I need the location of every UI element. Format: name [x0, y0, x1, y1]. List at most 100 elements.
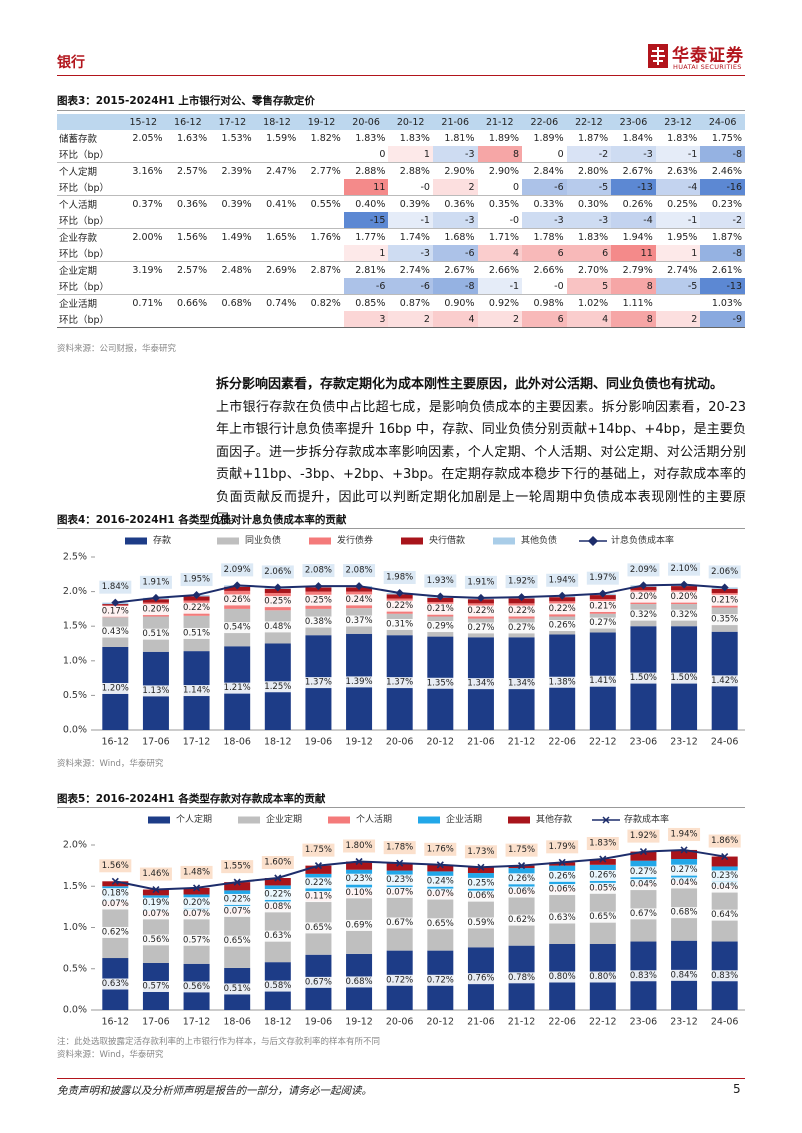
data-label: 2.10% — [671, 564, 698, 574]
x-tick-label: 20-06 — [386, 1017, 414, 1028]
cell — [299, 245, 344, 262]
cell: -1 — [477, 278, 523, 295]
cell: 2.39% — [210, 162, 255, 179]
data-label: 0.32% — [671, 610, 698, 620]
label-box — [303, 976, 334, 988]
cell: 2.88% — [388, 162, 433, 179]
data-label: 1.21% — [224, 683, 251, 693]
section-name: 银行 — [57, 55, 85, 71]
data-label: 1.48% — [183, 867, 210, 877]
label-box — [465, 622, 496, 634]
data-label: 1.97% — [589, 573, 616, 583]
x-tick-label: 22-06 — [548, 1017, 576, 1028]
cell — [121, 311, 166, 328]
cell: 1.59% — [266, 132, 297, 144]
label-box — [99, 580, 132, 594]
data-label: 0.25% — [264, 597, 291, 607]
label-box — [384, 600, 415, 612]
cell: -9 — [700, 311, 745, 328]
cell: 2.81% — [343, 261, 389, 278]
label-box — [222, 622, 253, 634]
y-tick-label: 1.0% — [63, 655, 87, 666]
cell: 2.00% — [121, 228, 166, 245]
legend-label: 个人活期 — [356, 813, 392, 825]
data-label: 0.58% — [264, 981, 291, 991]
cell: 0 — [379, 148, 386, 160]
x-tick-label: 18-12 — [264, 737, 292, 748]
y-tick-label: 0.0% — [63, 1005, 87, 1016]
table-row: 环比（bp） 1 -3 -6 4 6 6 11 1 -8 — [57, 245, 745, 262]
header-cell: 24-06 — [700, 114, 745, 130]
row-label: 企业存款 — [57, 228, 121, 245]
data-label: 0.62% — [508, 915, 535, 925]
header-cell: 17-12 — [210, 114, 255, 130]
data-label: 1.14% — [183, 686, 210, 696]
line-marker — [314, 862, 323, 870]
cell — [255, 179, 300, 196]
label-box — [140, 604, 171, 616]
cell: 2.80% — [566, 162, 612, 179]
label-box — [100, 626, 131, 638]
cell: 2.79% — [611, 261, 656, 278]
data-label: 0.63% — [549, 913, 576, 923]
label-box — [425, 621, 456, 633]
line-marker — [477, 863, 485, 871]
cell — [121, 245, 166, 262]
cell: 0.30% — [566, 195, 612, 212]
legend-swatch — [418, 816, 440, 824]
cell: -0 — [554, 280, 564, 292]
line-marker — [720, 583, 729, 592]
cell: 2.84% — [522, 162, 567, 179]
data-label: 1.42% — [711, 676, 738, 686]
label-box — [709, 870, 740, 882]
data-label: 0.11% — [305, 892, 332, 902]
row-label: 个人定期 — [57, 162, 121, 179]
legend-swatch — [493, 537, 515, 545]
line-marker — [476, 593, 485, 602]
cell: 2.67% — [432, 261, 478, 278]
data-label: 0.56% — [183, 982, 210, 992]
data-label: 0.27% — [589, 618, 616, 628]
data-label: 0.72% — [386, 975, 413, 985]
x-tick-label: 21-06 — [467, 1017, 495, 1028]
label-box — [506, 886, 537, 898]
data-label: 1.50% — [671, 673, 698, 683]
line-marker — [517, 862, 526, 870]
cell: 1.77% — [343, 228, 389, 245]
cell: -6 — [343, 278, 389, 295]
table-row: 环比（bp） 0 1 -3 8 0 -2 -3 -1 -8 — [57, 146, 745, 163]
label-box — [628, 908, 659, 920]
cell: 1.02% — [566, 294, 612, 311]
cell: 0.71% — [121, 294, 166, 311]
data-label: 0.06% — [467, 891, 494, 901]
bar-segment — [427, 864, 454, 872]
label-box — [586, 571, 619, 585]
title-rule — [57, 110, 745, 111]
data-label: 0.06% — [549, 885, 576, 895]
header-cell: 20-06 — [343, 114, 389, 130]
x-tick-label: 19-12 — [345, 737, 373, 748]
table-row: 个人定期 3.16% 2.57% 2.39% 2.47% 2.77% 2.88% 2.88% 2… — [57, 162, 745, 179]
x-tick-label: 23-06 — [630, 737, 658, 748]
bar-segment — [346, 861, 373, 870]
line-marker — [233, 581, 242, 590]
data-label: 0.22% — [305, 878, 332, 888]
cell: 1.78% — [522, 228, 567, 245]
label-box — [139, 867, 172, 881]
cell: 0.82% — [299, 294, 344, 311]
cell: 2.61% — [700, 261, 745, 278]
label-box — [344, 615, 375, 627]
x-tick-label: 16-12 — [102, 1017, 130, 1028]
source-note: 资料来源：Wind，华泰研究 — [57, 759, 164, 769]
label-box — [586, 837, 619, 851]
cell: 6 — [522, 245, 567, 262]
label-box — [465, 877, 496, 889]
cell: -13 — [611, 179, 656, 196]
data-label: 0.63% — [102, 979, 129, 989]
row-label: 环比（bp） — [59, 216, 110, 227]
y-tick-label: 2.0% — [63, 840, 87, 851]
label-box — [100, 682, 131, 694]
cell: 2.74% — [388, 261, 433, 278]
data-label: 0.51% — [183, 628, 210, 638]
x-tick-label: 17-06 — [142, 1017, 170, 1028]
